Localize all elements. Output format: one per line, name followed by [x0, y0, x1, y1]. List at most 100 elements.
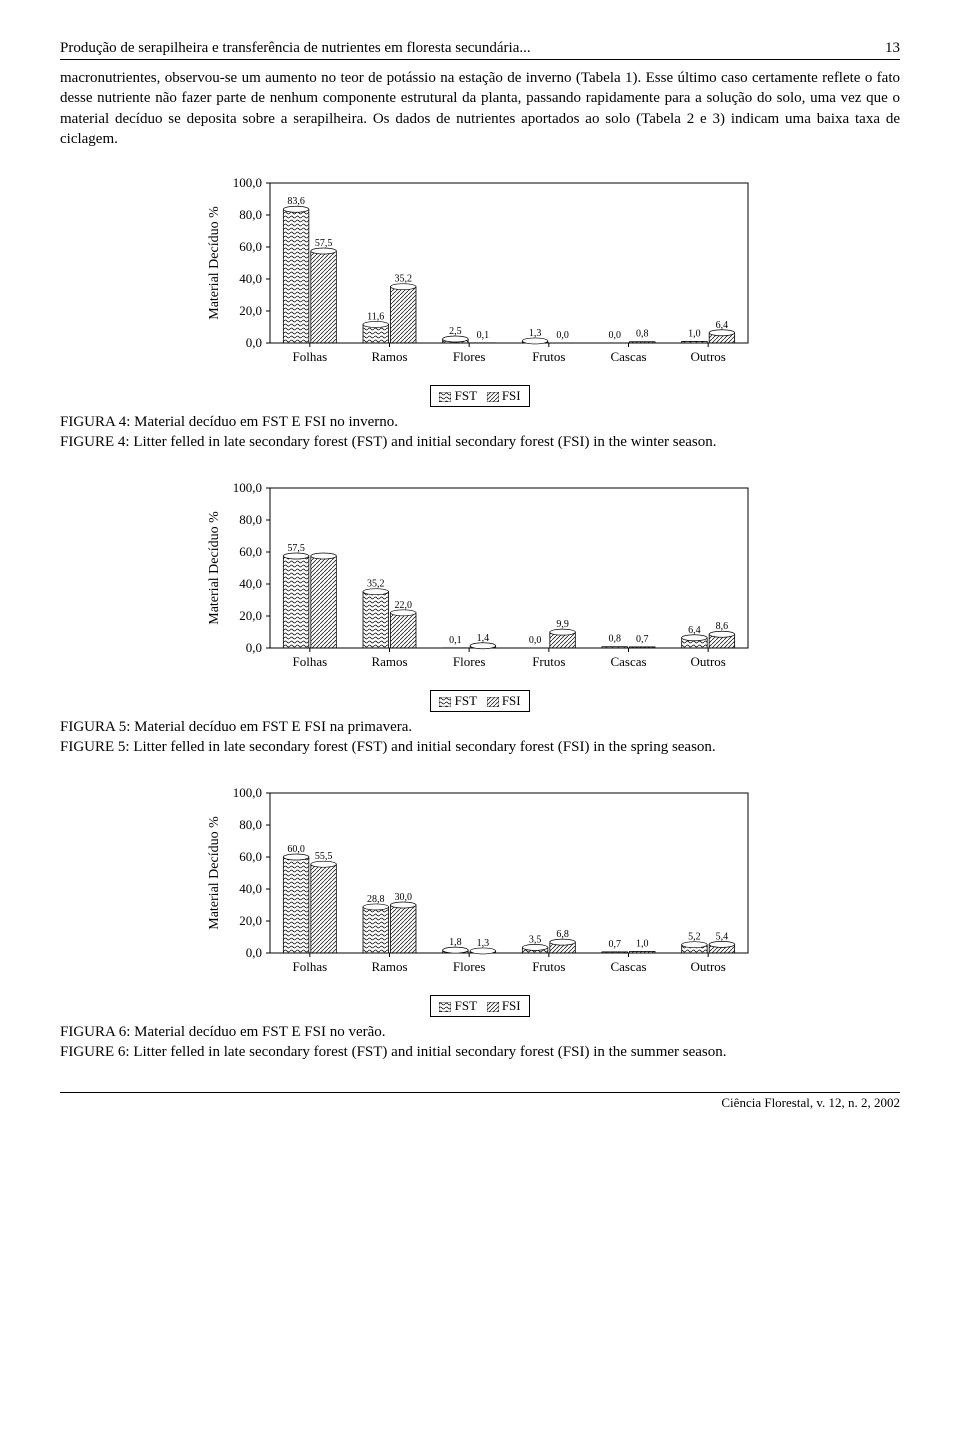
svg-text:Cascas: Cascas	[610, 959, 646, 974]
svg-text:100,0: 100,0	[233, 785, 262, 800]
svg-text:0,1: 0,1	[449, 635, 462, 646]
svg-text:0,0: 0,0	[246, 335, 262, 350]
svg-text:Outros: Outros	[690, 654, 725, 669]
svg-text:Flores: Flores	[453, 654, 486, 669]
svg-text:Folhas: Folhas	[292, 654, 327, 669]
svg-text:60,0: 60,0	[239, 849, 262, 864]
legend-fst-label: FST	[455, 388, 477, 403]
fig5-caption-pt: FIGURA 5: Material decíduo em FST E FSI …	[60, 719, 412, 735]
fig5-legend: FST FSI	[60, 690, 900, 712]
legend-fst-label: FST	[455, 998, 477, 1013]
svg-text:35,2: 35,2	[367, 579, 385, 590]
svg-text:55,5: 55,5	[315, 851, 333, 862]
svg-text:40,0: 40,0	[239, 881, 262, 896]
fig5-chart: 0,0 20,0 40,0 60,0 80,0 100,0 Material Decíduo…	[200, 472, 760, 682]
legend-fsi-label: FSI	[502, 998, 521, 1013]
page-number: 13	[885, 40, 900, 57]
svg-text:40,0: 40,0	[239, 271, 262, 286]
running-header: Produção de serapilheira e transferência…	[60, 40, 900, 60]
fig6-caption: FIGURA 6: Material decíduo em FST E FSI …	[60, 1023, 900, 1062]
svg-text:0,0: 0,0	[529, 635, 542, 646]
fig6-chart-wrap: 0,0 20,0 40,0 60,0 80,0 100,0 Material Decíduo…	[60, 777, 900, 987]
svg-text:Frutos: Frutos	[532, 349, 565, 364]
svg-text:6,4: 6,4	[688, 625, 701, 636]
svg-text:Frutos: Frutos	[532, 654, 565, 669]
svg-text:9,9: 9,9	[556, 619, 569, 630]
fig6-legend: FST FSI	[60, 995, 900, 1017]
svg-text:80,0: 80,0	[239, 817, 262, 832]
svg-text:40,0: 40,0	[239, 576, 262, 591]
svg-text:6,4: 6,4	[716, 320, 729, 331]
svg-text:1,0: 1,0	[688, 328, 701, 339]
legend-fst-icon	[439, 1002, 451, 1012]
svg-text:100,0: 100,0	[233, 480, 262, 495]
fig5-caption: FIGURA 5: Material decíduo em FST E FSI …	[60, 718, 900, 757]
svg-text:22,0: 22,0	[394, 600, 412, 611]
svg-text:1,4: 1,4	[477, 633, 490, 644]
fig6-caption-pt: FIGURA 6: Material decíduo em FST E FSI …	[60, 1024, 386, 1040]
legend-fst-icon	[439, 697, 451, 707]
fig4-legend: FST FSI	[60, 385, 900, 407]
svg-text:Folhas: Folhas	[292, 349, 327, 364]
svg-text:28,8: 28,8	[367, 894, 385, 905]
svg-text:Material Decíduo %: Material Decíduo %	[207, 206, 222, 320]
svg-text:Material Decíduo %: Material Decíduo %	[207, 816, 222, 930]
svg-text:Ramos: Ramos	[371, 959, 407, 974]
fig5-chart-wrap: 0,0 20,0 40,0 60,0 80,0 100,0 Material Decíduo…	[60, 472, 900, 682]
svg-text:1,3: 1,3	[529, 328, 542, 339]
svg-text:2,5: 2,5	[449, 326, 462, 337]
svg-text:Ramos: Ramos	[371, 654, 407, 669]
svg-text:Folhas: Folhas	[292, 959, 327, 974]
running-title: Produção de serapilheira e transferência…	[60, 40, 531, 57]
svg-text:0,0: 0,0	[246, 945, 262, 960]
legend-fsi-icon	[487, 1002, 499, 1012]
svg-text:Outros: Outros	[690, 959, 725, 974]
svg-text:Material Decíduo %: Material Decíduo %	[207, 511, 222, 625]
svg-text:Cascas: Cascas	[610, 349, 646, 364]
legend-fsi-label: FSI	[502, 693, 521, 708]
svg-text:Frutos: Frutos	[532, 959, 565, 974]
fig4-chart: 0,020,040,060,080,0100,0Material Decíduo…	[200, 167, 760, 377]
svg-text:Cascas: Cascas	[610, 654, 646, 669]
legend-fst-icon	[439, 392, 451, 402]
svg-text:0,0: 0,0	[556, 330, 569, 341]
fig4-caption-pt: FIGURA 4: Material decíduo em FST E FSI …	[60, 414, 398, 430]
svg-text:0,7: 0,7	[636, 634, 649, 645]
svg-text:1,0: 1,0	[636, 938, 649, 949]
svg-text:0,8: 0,8	[636, 329, 649, 340]
legend-fsi-icon	[487, 392, 499, 402]
svg-text:0,0: 0,0	[609, 330, 622, 341]
svg-text:57,5: 57,5	[287, 543, 305, 554]
fig6-chart: 0,0 20,0 40,0 60,0 80,0 100,0 Material Decíduo…	[200, 777, 760, 987]
journal-footer: Ciência Florestal, v. 12, n. 2, 2002	[60, 1092, 900, 1111]
svg-text:11,6: 11,6	[367, 311, 384, 322]
svg-text:3,5: 3,5	[529, 934, 542, 945]
fig4-caption-en: FIGURE 4: Litter felled in late secondar…	[60, 433, 900, 453]
svg-text:8,6: 8,6	[716, 621, 729, 632]
legend-fsi-label: FSI	[502, 388, 521, 403]
svg-text:1,8: 1,8	[449, 937, 462, 948]
svg-text:Outros: Outros	[690, 349, 725, 364]
svg-text:80,0: 80,0	[239, 207, 262, 222]
legend-fst-label: FST	[455, 693, 477, 708]
svg-text:0,1: 0,1	[477, 330, 490, 341]
svg-text:0,8: 0,8	[609, 634, 622, 645]
svg-text:80,0: 80,0	[239, 512, 262, 527]
svg-text:20,0: 20,0	[239, 608, 262, 623]
svg-text:60,0: 60,0	[239, 544, 262, 559]
svg-text:5,4: 5,4	[716, 931, 729, 942]
fig5-caption-en: FIGURE 5: Litter felled in late secondar…	[60, 738, 900, 758]
fig6-caption-en: FIGURE 6: Litter felled in late secondar…	[60, 1043, 900, 1063]
svg-text:1,3: 1,3	[477, 938, 490, 949]
svg-text:100,0: 100,0	[233, 175, 262, 190]
legend-fsi-icon	[487, 697, 499, 707]
svg-text:60,0: 60,0	[239, 239, 262, 254]
body-paragraph: macronutrientes, observou-se um aumento …	[60, 68, 900, 149]
fig4-chart-wrap: 0,020,040,060,080,0100,0Material Decíduo…	[60, 167, 900, 377]
svg-text:0,0: 0,0	[246, 640, 262, 655]
svg-text:57,5: 57,5	[315, 238, 333, 249]
fig4-caption: FIGURA 4: Material decíduo em FST E FSI …	[60, 413, 900, 452]
svg-text:20,0: 20,0	[239, 913, 262, 928]
svg-text:Flores: Flores	[453, 959, 486, 974]
svg-text:Ramos: Ramos	[371, 349, 407, 364]
